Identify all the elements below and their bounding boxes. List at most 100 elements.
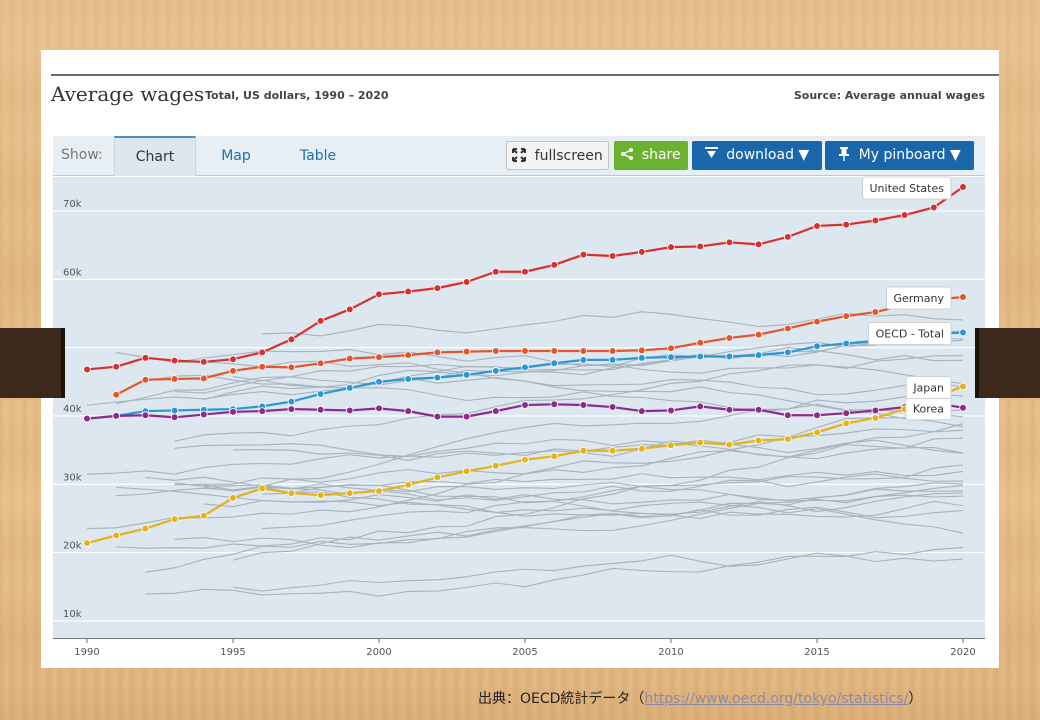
data-point[interactable]	[287, 489, 296, 497]
data-point[interactable]	[579, 446, 588, 455]
data-point[interactable]	[287, 397, 296, 406]
data-point[interactable]	[170, 406, 179, 415]
data-point[interactable]	[900, 211, 909, 219]
data-point[interactable]	[345, 305, 354, 314]
data-point[interactable]	[608, 347, 617, 355]
data-point[interactable]	[783, 233, 792, 241]
data-point[interactable]	[229, 408, 237, 416]
data-point[interactable]	[783, 348, 792, 357]
data-point[interactable]	[200, 358, 208, 366]
data-point[interactable]	[521, 455, 529, 464]
data-point[interactable]	[842, 419, 850, 428]
data-point[interactable]	[170, 356, 179, 365]
data-point[interactable]	[258, 484, 267, 493]
data-point[interactable]	[696, 352, 704, 361]
data-point[interactable]	[813, 222, 821, 230]
pinboard-button[interactable]: My pinboard ▼	[825, 141, 974, 170]
data-point[interactable]	[608, 446, 617, 455]
data-point[interactable]	[959, 293, 967, 301]
data-point[interactable]	[608, 356, 617, 364]
data-point[interactable]	[433, 284, 442, 292]
data-point[interactable]	[842, 409, 850, 417]
data-point[interactable]	[550, 261, 559, 269]
data-point[interactable]	[345, 489, 354, 497]
data-point[interactable]	[667, 441, 675, 450]
data-point[interactable]	[959, 403, 967, 412]
data-point[interactable]	[871, 414, 880, 422]
data-point[interactable]	[200, 410, 208, 419]
data-point[interactable]	[200, 511, 208, 520]
data-point[interactable]	[462, 412, 471, 421]
data-point[interactable]	[229, 494, 237, 502]
data-point[interactable]	[404, 407, 413, 415]
data-point[interactable]	[813, 411, 821, 420]
data-point[interactable]	[725, 440, 734, 449]
tab-map[interactable]: Map	[221, 148, 251, 164]
fullscreen-button[interactable]: fullscreen	[506, 141, 609, 170]
tab-chart[interactable]: Chart	[114, 136, 196, 176]
data-point[interactable]	[462, 347, 471, 356]
data-point[interactable]	[783, 411, 792, 420]
data-point[interactable]	[375, 487, 383, 495]
data-point[interactable]	[608, 403, 617, 411]
data-point[interactable]	[667, 344, 675, 353]
data-point[interactable]	[696, 339, 704, 347]
data-point[interactable]	[112, 362, 120, 371]
data-point[interactable]	[345, 384, 354, 392]
data-point[interactable]	[316, 491, 325, 499]
data-point[interactable]	[696, 402, 704, 411]
data-point[interactable]	[550, 400, 559, 409]
data-point[interactable]	[375, 377, 383, 386]
data-point[interactable]	[345, 354, 354, 363]
data-point[interactable]	[229, 367, 237, 375]
data-point[interactable]	[170, 515, 179, 523]
data-point[interactable]	[141, 411, 150, 420]
data-point[interactable]	[375, 353, 383, 361]
data-point[interactable]	[112, 390, 120, 399]
data-point[interactable]	[754, 351, 763, 359]
data-point[interactable]	[637, 407, 646, 415]
data-point[interactable]	[404, 375, 413, 383]
data-point[interactable]	[462, 278, 471, 286]
data-point[interactable]	[871, 406, 880, 415]
data-point[interactable]	[345, 406, 354, 415]
data-point[interactable]	[929, 203, 938, 212]
data-point[interactable]	[462, 467, 471, 476]
data-point[interactable]	[433, 473, 442, 482]
data-point[interactable]	[258, 348, 267, 357]
share-button[interactable]: share	[614, 141, 688, 170]
source-link[interactable]: Source: Average annual wages	[793, 89, 985, 102]
data-point[interactable]	[491, 347, 500, 355]
data-point[interactable]	[579, 250, 588, 259]
data-point[interactable]	[375, 404, 383, 413]
data-point[interactable]	[725, 238, 734, 247]
data-point[interactable]	[783, 324, 792, 333]
footer-link[interactable]: https://www.oecd.org/tokyo/statistics/	[644, 691, 909, 707]
tab-table[interactable]: Table	[299, 148, 337, 164]
data-point[interactable]	[170, 375, 179, 383]
data-point[interactable]	[316, 405, 325, 414]
data-point[interactable]	[491, 267, 500, 276]
data-point[interactable]	[667, 353, 675, 361]
data-point[interactable]	[637, 444, 646, 453]
data-point[interactable]	[813, 317, 821, 326]
data-point[interactable]	[842, 339, 850, 348]
data-point[interactable]	[959, 328, 967, 337]
data-point[interactable]	[83, 539, 91, 547]
data-point[interactable]	[83, 414, 91, 423]
data-point[interactable]	[433, 373, 442, 382]
data-point[interactable]	[200, 374, 208, 383]
data-point[interactable]	[404, 287, 413, 296]
data-point[interactable]	[258, 407, 267, 415]
data-point[interactable]	[959, 183, 967, 191]
data-point[interactable]	[141, 524, 150, 533]
data-point[interactable]	[871, 308, 880, 316]
data-point[interactable]	[667, 406, 675, 415]
data-point[interactable]	[112, 531, 120, 540]
data-point[interactable]	[316, 359, 325, 368]
data-point[interactable]	[637, 354, 646, 362]
data-point[interactable]	[637, 346, 646, 355]
data-point[interactable]	[433, 412, 442, 421]
data-point[interactable]	[871, 216, 880, 225]
data-point[interactable]	[287, 335, 296, 344]
